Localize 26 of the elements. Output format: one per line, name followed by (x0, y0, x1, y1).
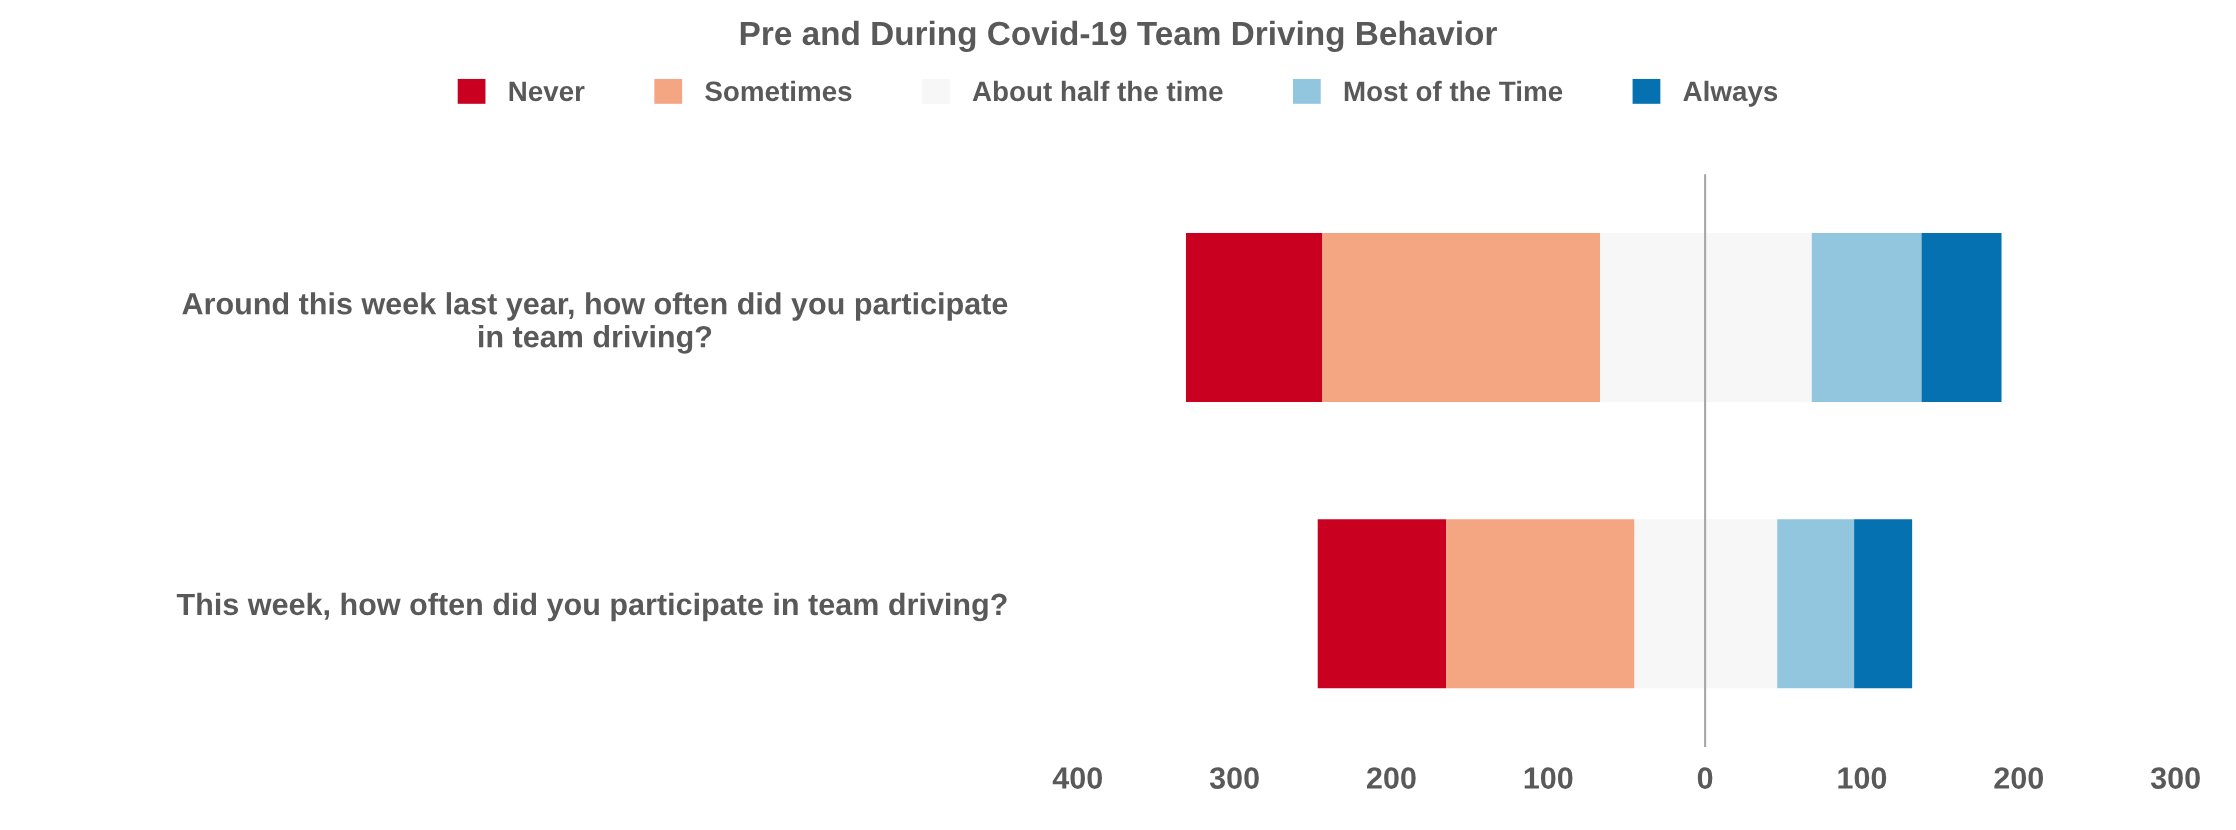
legend-label: Most of the Time (1344, 80, 1563, 102)
bar (1634, 519, 1778, 689)
bar (1921, 233, 2002, 402)
bar (1854, 519, 1913, 689)
bar (1185, 233, 1323, 402)
bar (1322, 233, 1601, 402)
bar (1317, 519, 1447, 689)
bar (1600, 233, 1812, 402)
legend-label: About half the time (972, 80, 1223, 102)
x-tick-label: 300 (2150, 767, 2200, 789)
x-tick-label: 200 (1994, 767, 2044, 789)
bar (1446, 519, 1635, 689)
y-tick-label: This week, how often did you participate in team driving? (176, 592, 1007, 622)
x-tick-label: 400 (1052, 767, 1102, 789)
bar (1811, 233, 1922, 402)
x-tick-label: 300 (1209, 767, 1259, 789)
legend-label: Sometimes (705, 80, 852, 102)
bar (1777, 519, 1855, 689)
x-tick-label: 200 (1367, 767, 1416, 789)
legend-label: Never (509, 81, 585, 102)
legend-label: Always (1683, 80, 1778, 107)
y-tick-label: Around this week last year, how often did you participate in team driving? (182, 292, 1008, 354)
chart-title: Pre and During Covid-19 Team Driving Behavior (740, 20, 1497, 52)
x-tick-label: 100 (1524, 767, 1573, 789)
x-tick-label: 0 (1697, 767, 1713, 789)
x-tick-label: 100 (1838, 767, 1887, 789)
